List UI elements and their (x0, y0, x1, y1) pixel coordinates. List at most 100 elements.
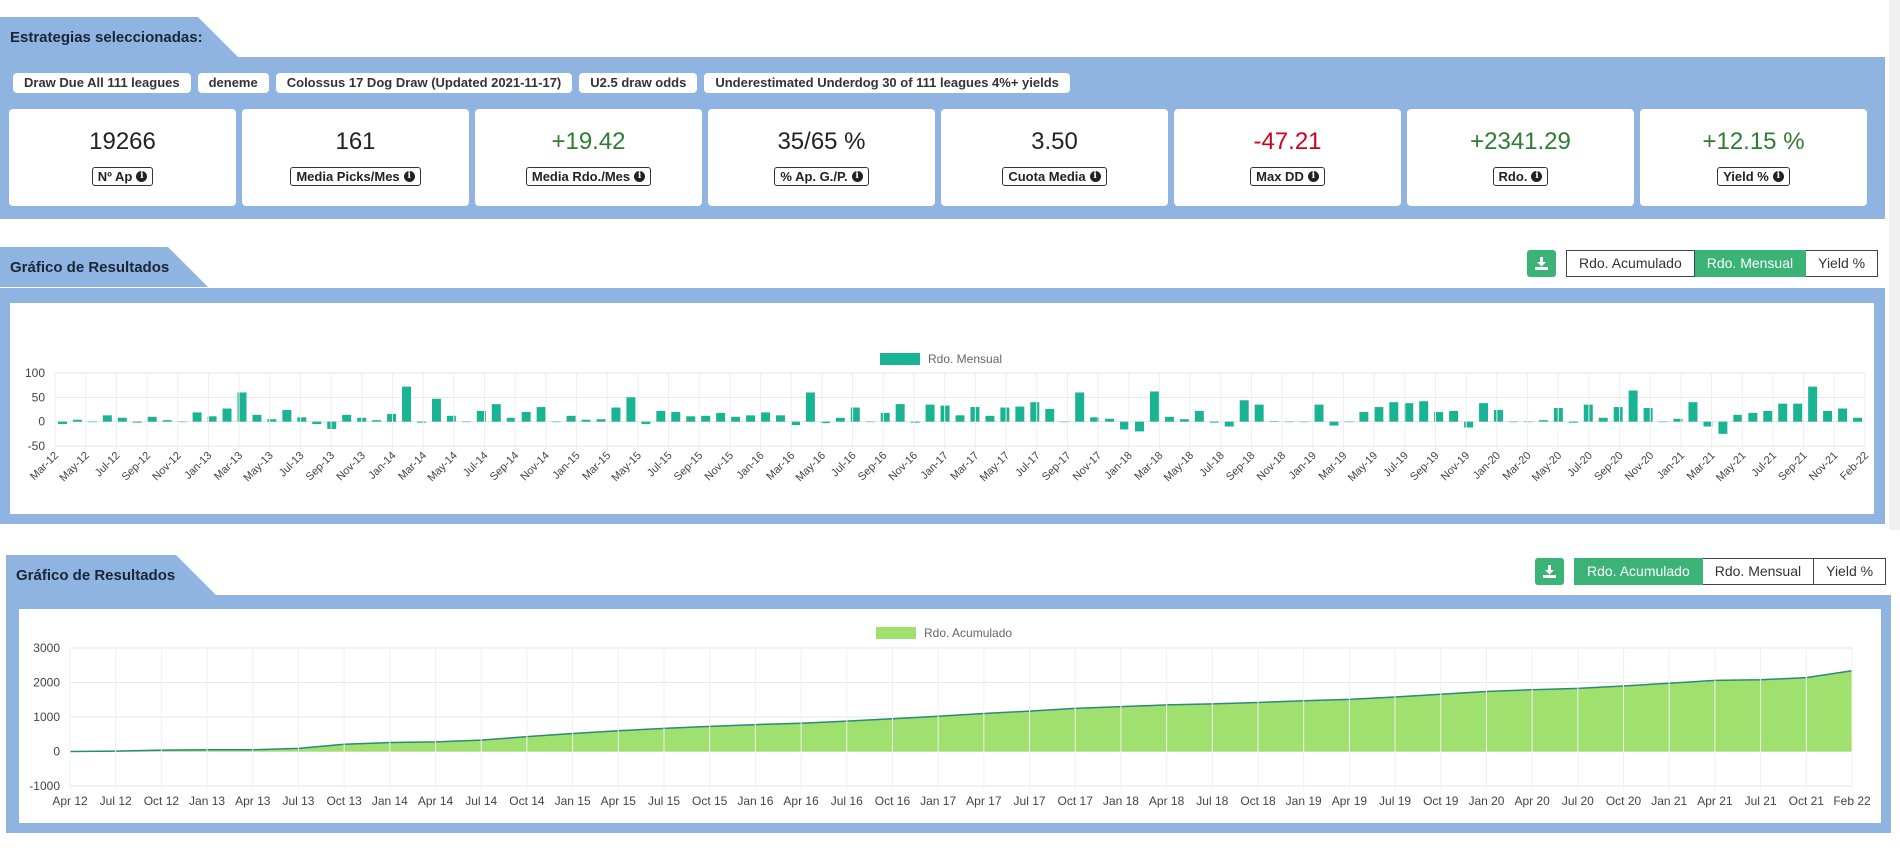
x-tick-label: Nov-18 (1255, 450, 1289, 484)
x-tick-label: Nov-17 (1071, 450, 1105, 484)
bar (1853, 417, 1863, 422)
x-tick-label: Jul 15 (648, 794, 680, 808)
x-tick-label: Jan 16 (737, 794, 773, 808)
kpi-label[interactable]: Nº Ap i (91, 167, 154, 186)
bar (1434, 411, 1444, 422)
kpi-label[interactable]: Cuota Media i (1002, 167, 1107, 186)
info-icon[interactable]: i (403, 171, 415, 182)
bar (1374, 407, 1384, 422)
x-tick-label: Apr 19 (1332, 794, 1368, 808)
bar (1583, 404, 1593, 422)
strategy-tag[interactable]: deneme (197, 73, 269, 93)
info-icon[interactable]: i (851, 171, 863, 182)
strategy-tag[interactable]: Draw Due All 111 leagues (13, 73, 191, 93)
x-tick-label: Mar-17 (948, 450, 981, 483)
kpi-label[interactable]: % Ap. G./P. i (774, 167, 869, 186)
kpi-label[interactable]: Max DD i (1250, 167, 1325, 186)
kpi-label-text: Media Picks/Mes (296, 169, 400, 184)
bar (372, 420, 382, 422)
bar (1120, 421, 1130, 430)
download-button[interactable] (1535, 558, 1564, 585)
x-tick-label: Sep-20 (1592, 450, 1626, 484)
strategy-tag[interactable]: Underestimated Underdog 30 of 111 league… (704, 73, 1070, 93)
x-tick-label: Jan-16 (734, 450, 766, 482)
info-icon[interactable]: i (1772, 171, 1784, 182)
bar (805, 392, 815, 422)
x-tick-label: Mar-16 (764, 450, 797, 483)
info-icon[interactable]: i (136, 171, 148, 182)
kpi-row: 19266 Nº Ap i 161 Media Picks/Mes i +19.42 Medi… (9, 109, 1867, 206)
bar (1404, 403, 1414, 422)
y-tick-label: 1000 (33, 710, 60, 724)
bar (1224, 421, 1234, 427)
bar (387, 413, 397, 422)
bar (297, 417, 307, 422)
area-fill (70, 670, 1852, 752)
bar (701, 415, 711, 422)
x-tick-label: Apr 17 (966, 794, 1002, 808)
x-tick-label: Sep-18 (1224, 450, 1258, 484)
kpi-label[interactable]: Media Rdo./Mes i (525, 167, 652, 186)
bar (1179, 419, 1189, 422)
y-tick-label: 2000 (33, 676, 60, 690)
info-icon[interactable]: i (634, 171, 646, 182)
x-tick-label: Feb-22 (1838, 450, 1871, 483)
x-tick-label: May-21 (1714, 450, 1748, 484)
toggle-rdo-mensual[interactable]: Rdo. Mensual (1702, 558, 1815, 585)
bar (1344, 421, 1354, 423)
info-icon[interactable]: i (1531, 171, 1543, 182)
bar (1598, 417, 1608, 422)
x-tick-label: Apr 16 (783, 794, 819, 808)
x-tick-label: Mar-15 (580, 450, 613, 483)
bar (1299, 421, 1309, 423)
x-tick-label: Feb 22 (1833, 794, 1871, 808)
bar (1479, 403, 1489, 422)
x-tick-label: Jan 21 (1651, 794, 1687, 808)
x-tick-label: Jul 12 (100, 794, 132, 808)
bar (1823, 410, 1833, 422)
kpi-label[interactable]: Rdo. i (1492, 167, 1549, 186)
strategy-tag[interactable]: U2.5 draw odds (579, 73, 698, 93)
y-tick-label: 100 (25, 366, 45, 380)
bar (461, 421, 471, 423)
download-button[interactable] (1527, 250, 1556, 277)
bar (207, 416, 217, 422)
kpi-value: +19.42 (551, 128, 626, 155)
kpi-label[interactable]: Media Picks/Mes i (290, 167, 421, 186)
y-tick-label: -50 (28, 439, 46, 453)
toggle-yield[interactable]: Yield % (1806, 250, 1879, 277)
bar (1194, 410, 1204, 422)
info-icon[interactable]: i (1089, 171, 1101, 182)
x-tick-label: Jan 15 (555, 794, 591, 808)
x-tick-label: Jan-19 (1287, 450, 1319, 482)
x-tick-label: May-13 (241, 450, 275, 484)
x-tick-label: Sep-15 (672, 450, 706, 484)
x-tick-label: Mar-20 (1501, 450, 1534, 483)
x-tick-label: Oct 19 (1423, 794, 1459, 808)
bar (1793, 403, 1803, 422)
x-tick-label: Nov-19 (1439, 450, 1473, 484)
bar (327, 421, 337, 429)
toggle-rdo-acumulado[interactable]: Rdo. Acumulado (1566, 250, 1695, 277)
bar (850, 407, 860, 422)
chart2-header: Gráfico de Resultados (6, 555, 216, 595)
x-tick-label: Apr 21 (1697, 794, 1733, 808)
x-tick-label: Apr 13 (235, 794, 271, 808)
info-icon[interactable]: i (1307, 171, 1319, 182)
strategy-tag[interactable]: Colossus 17 Dog Draw (Updated 2021-11-17… (275, 73, 573, 93)
toggle-rdo-mensual[interactable]: Rdo. Mensual (1694, 250, 1807, 277)
bar (1419, 401, 1429, 422)
x-tick-label: Jul-15 (645, 450, 675, 480)
kpi-label[interactable]: Yield % i (1717, 167, 1790, 186)
page-scrollbar[interactable] (1889, 0, 1900, 530)
bar (267, 419, 277, 422)
x-tick-label: Jul 16 (831, 794, 863, 808)
bar (1703, 421, 1713, 427)
bar (252, 414, 262, 422)
toggle-rdo-acumulado[interactable]: Rdo. Acumulado (1574, 558, 1703, 585)
toggle-yield[interactable]: Yield % (1814, 558, 1887, 585)
x-tick-label: Mar-19 (1316, 450, 1349, 483)
x-tick-label: Nov-16 (887, 450, 921, 484)
x-tick-label: Sep-17 (1040, 450, 1074, 484)
